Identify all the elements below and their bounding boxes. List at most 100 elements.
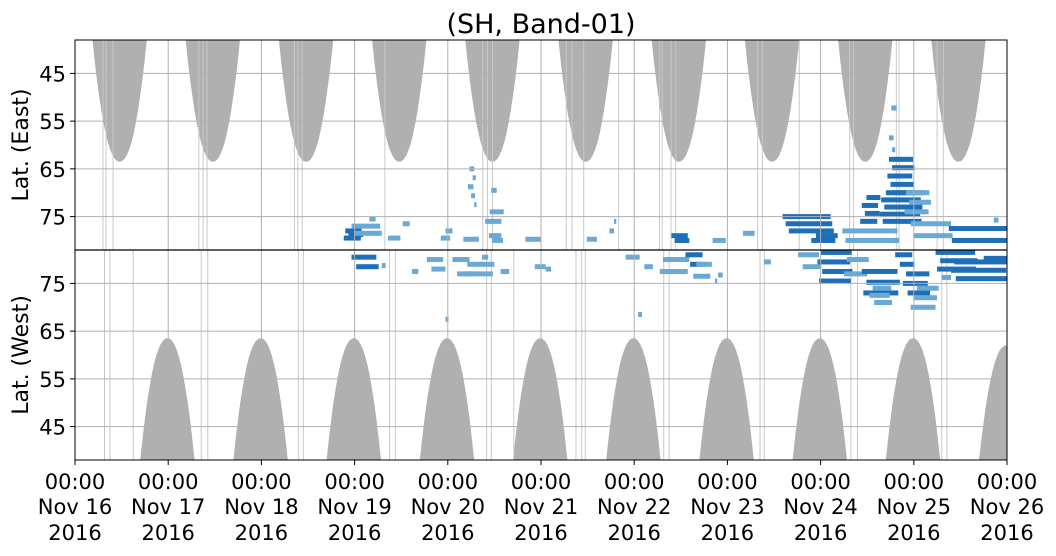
data-cluster-west-7 xyxy=(481,254,489,260)
xtick-label-date: Nov 24 xyxy=(783,495,857,519)
data-cluster-east-22 xyxy=(887,156,916,196)
data-cluster-east-28 xyxy=(993,217,999,223)
ytick-label-west: 45 xyxy=(39,416,66,440)
xtick-label-time: 00:00 xyxy=(604,470,665,494)
night-region-west-3 xyxy=(419,338,475,460)
data-cluster-west-20 xyxy=(798,252,822,270)
data-cell xyxy=(609,228,615,234)
data-cluster-east-27 xyxy=(948,226,1007,243)
data-cluster-west-31 xyxy=(983,255,1007,261)
xtick-label-time: 00:00 xyxy=(324,470,385,494)
xtick-label-year: 2016 xyxy=(607,521,660,545)
night-region-east-6 xyxy=(651,40,706,162)
data-cell xyxy=(345,228,362,234)
data-cell xyxy=(718,272,723,278)
data-cluster-east-26 xyxy=(910,221,953,239)
data-cluster-west-2 xyxy=(412,268,419,274)
data-cell xyxy=(874,300,893,305)
data-cell xyxy=(500,268,510,274)
data-cell xyxy=(869,292,890,298)
xtick-label-date: Nov 23 xyxy=(690,495,764,519)
xtick-label-time: 00:00 xyxy=(697,470,758,494)
data-cluster-east-3 xyxy=(387,235,401,241)
ytick-label-west: 65 xyxy=(39,320,66,344)
data-cell xyxy=(474,202,477,208)
xtick-label-date: Nov 19 xyxy=(317,495,391,519)
data-cluster-east-6 xyxy=(463,236,479,242)
night-region-west-5 xyxy=(606,338,661,460)
data-cell xyxy=(948,226,1007,232)
xtick-label-year: 2016 xyxy=(328,521,381,545)
data-cell xyxy=(354,230,382,236)
night-region-west-1 xyxy=(233,338,288,460)
data-cell xyxy=(798,252,820,258)
data-cell xyxy=(910,304,936,310)
data-cell xyxy=(864,210,880,216)
xtick-label-date: Nov 16 xyxy=(38,495,112,519)
night-region-west-2 xyxy=(326,338,381,460)
data-cell xyxy=(842,228,898,234)
data-cluster-east-15 xyxy=(712,237,726,243)
data-cluster-west-4 xyxy=(445,316,449,322)
data-cluster-east-18 xyxy=(811,233,838,243)
data-cluster-west-13 xyxy=(644,264,653,270)
data-cluster-east-4 xyxy=(402,221,410,227)
night-region-west-8 xyxy=(885,338,941,460)
data-cell xyxy=(819,278,851,284)
data-cluster-east-19 xyxy=(842,228,900,243)
data-cell xyxy=(882,218,922,224)
data-cell xyxy=(788,228,834,234)
xtick-label-year: 2016 xyxy=(794,521,847,545)
data-cell xyxy=(941,274,952,280)
xtick-label-date: Nov 22 xyxy=(597,495,671,519)
data-cell xyxy=(467,184,474,190)
xtick-label-time: 00:00 xyxy=(977,470,1038,494)
data-cell xyxy=(387,235,401,241)
data-cell xyxy=(586,236,597,242)
night-region-west-7 xyxy=(792,338,847,460)
plot-area xyxy=(92,40,1007,460)
data-cluster-west-8 xyxy=(500,268,510,274)
data-cell xyxy=(890,181,914,187)
data-cell xyxy=(525,236,541,242)
data-cell xyxy=(426,257,444,263)
ytick-label-west: 75 xyxy=(39,272,66,296)
data-cell xyxy=(412,268,419,274)
data-cluster-west-1 xyxy=(381,263,386,269)
data-cluster-west-9 xyxy=(534,264,546,270)
data-cell xyxy=(888,135,894,141)
data-cell xyxy=(993,217,999,223)
data-cell xyxy=(614,218,617,224)
xtick-label-year: 2016 xyxy=(235,521,288,545)
data-cluster-west-3 xyxy=(426,257,446,272)
data-cluster-east-13 xyxy=(609,218,617,234)
data-cluster-east-21 xyxy=(879,190,924,224)
data-cell xyxy=(763,259,771,265)
ytick-label-east: 45 xyxy=(39,62,66,86)
night-region-east-8 xyxy=(838,40,893,162)
data-cell xyxy=(696,261,712,267)
data-cell xyxy=(861,202,879,208)
data-cluster-east-12 xyxy=(586,236,597,242)
data-cell xyxy=(534,264,546,270)
data-cluster-west-19 xyxy=(763,259,771,265)
data-cell xyxy=(693,273,711,279)
east-ylabel: Lat. (East) xyxy=(9,89,34,202)
night-region-west-9 xyxy=(979,345,1007,460)
data-cluster-west-22 xyxy=(843,257,869,277)
data-cell xyxy=(892,165,915,171)
data-cell xyxy=(431,266,446,272)
data-cluster-west-29 xyxy=(951,259,1007,282)
data-cell xyxy=(847,257,869,263)
data-cell xyxy=(485,218,502,224)
data-cell xyxy=(822,268,853,274)
data-cell xyxy=(785,221,833,227)
ytick-label-east: 55 xyxy=(39,110,66,134)
ytick-label-east: 75 xyxy=(39,206,66,230)
data-cell xyxy=(440,235,451,241)
xtick-label-time: 00:00 xyxy=(231,470,292,494)
data-cluster-west-30 xyxy=(941,274,952,280)
data-cluster-west-18 xyxy=(718,272,723,278)
